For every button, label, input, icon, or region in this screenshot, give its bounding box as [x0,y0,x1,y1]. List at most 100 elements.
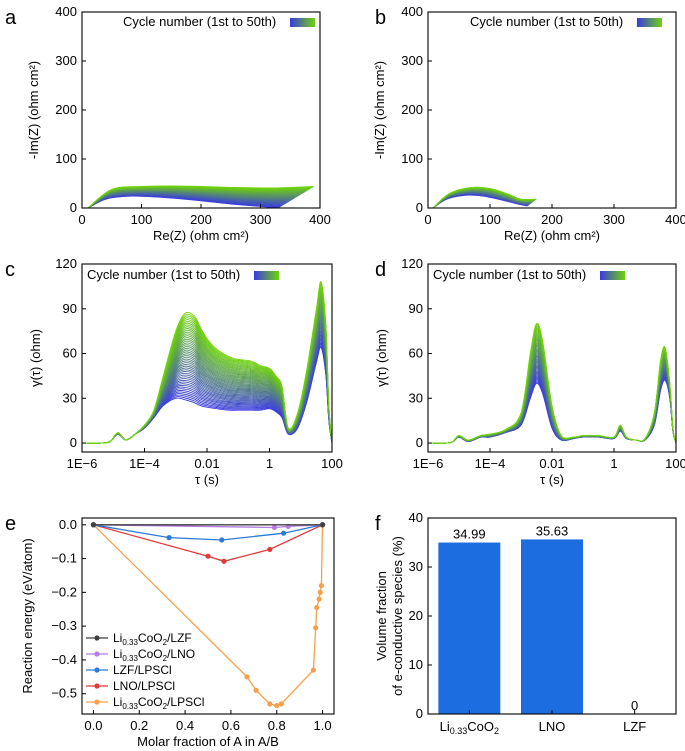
y-axis-label: -Im(Z) (ohm cm²) [26,61,41,159]
panel-label: e [5,513,16,535]
panel-label: c [5,259,15,281]
x-axis-label: Re(Z) (ohm cm²) [153,228,249,243]
legend-marker [94,667,100,673]
y-tick-label: 0 [416,435,423,450]
y-tick-label: 0 [416,706,423,721]
legend-color-bar [254,271,279,280]
y-tick-label: 90 [409,301,423,316]
series-line [427,322,677,444]
bar [438,542,501,714]
data-point [253,687,259,693]
series-line [432,186,537,209]
data-point [317,589,323,595]
legend-entry: Li0.33CoO2/LPSCl [113,695,204,711]
legend-text: Cycle number (1st to 50th) [433,267,586,282]
series-line [427,355,677,444]
x-tick-label: 1E−4 [475,456,506,471]
y-axis-label-line2: of e-conductive species (%) [390,536,405,696]
data-point [221,558,227,564]
data-point [314,604,320,611]
legend-marker [94,683,100,689]
y-tick-label: 60 [409,346,423,361]
y-tick-label: 0 [416,200,423,215]
y-tick-label: 200 [55,102,77,117]
legend-entry-part: 0.33 [122,702,138,711]
data-point [205,553,211,559]
series-line [87,185,315,209]
x-tick-label: 1 [266,456,273,471]
series-line [427,362,677,444]
y-tick-label: 90 [63,301,77,316]
panel-label: f [375,513,381,535]
series-line [427,352,677,444]
data-point [219,537,225,543]
x-tick-label: 0.4 [176,718,194,733]
series-line [427,354,677,444]
legend-entry-part: 2 [163,654,168,663]
y-axis-label: γ(τ) (ohm) [28,329,43,387]
legend-entry: LZF/LPSCl [113,663,172,677]
x-tick-label: 0 [78,212,85,227]
x-tick-label: 1 [610,456,617,471]
chart-b: b 0 100 200 300 400 0 100 200 300 400 Re(Z) (ohm cm… [372,4,685,243]
x-tick-label: 1E−6 [67,456,98,471]
bar-value-label: 0 [631,698,638,713]
legend: Li0.33CoO2/LZFLi0.33CoO2/LNOLZF/LPSClLNO… [86,631,204,711]
x-tick-label: 200 [541,212,563,227]
x-tick-label: 0 [424,212,431,227]
y-tick-label: 40 [409,510,423,525]
legend-entry-part: /LZF [167,631,192,645]
x-tick-label: 0.8 [268,718,286,733]
x-tick-label: 400 [665,212,685,227]
series-line [427,357,677,444]
legend-text: Cycle number (1st to 50th) [123,14,276,29]
x-tick-label: 0.01 [539,456,564,471]
legend-marker [94,635,100,641]
y-tick-label: 60 [63,346,77,361]
legend-entry-part: 2 [163,638,168,647]
y-tick-label: 100 [55,151,77,166]
legend-text: Cycle number (1st to 50th) [87,267,240,282]
y-tick-label: 120 [55,256,77,271]
x-tick-label-part: CoO [467,719,494,734]
x-tick-label: 0.6 [222,718,240,733]
chart-c: c 1E−6 1E−4 0.01 1 100 0 30 60 90 120 τ (s) γ(τ) (oh… [5,256,343,487]
x-tick-label: Li0.33CoO2 [440,719,499,736]
plot-frame [81,517,335,715]
series-0 [90,522,326,528]
legend-entry-part: CoO [138,647,163,661]
x-tick-label-part: Li [440,719,450,734]
panel-label: a [5,7,17,29]
y-tick-label: 0.0 [59,517,77,532]
legend-entry-part: /LNO [167,647,195,661]
y-tick-label: 30 [63,390,77,405]
legend-entry-part: Li [113,631,122,645]
series-line [81,281,333,444]
y-tick-label: 0 [70,200,77,215]
y-tick-label: 120 [401,256,423,271]
series-group [427,322,677,444]
y-tick-label: 300 [401,53,423,68]
legend-color-bar [600,271,625,280]
legend-marker [94,699,100,705]
y-tick-label: 100 [401,151,423,166]
panel-label: d [375,259,386,281]
data-point [281,530,287,536]
y-tick-label: 30 [409,559,423,574]
chart-a: a 0 100 200 300 400 0 100 200 300 400 Re(Z) (ohm cm… [5,4,331,243]
data-point [278,701,284,707]
y-tick-label: −0.2 [51,584,77,599]
x-tick-label: 100 [479,212,501,227]
legend-entry: Li0.33CoO2/LNO [113,647,195,663]
series-group [432,186,537,209]
legend-marker [94,651,100,657]
y-tick-label: 20 [409,608,423,623]
x-tick-label: LNO [539,719,566,734]
legend-entry-part: /LPSCl [167,695,204,709]
legend-entry-part: 2 [163,702,168,711]
x-tick-label: 400 [309,212,331,227]
y-axis-label: γ(τ) (ohm) [374,329,389,387]
chart-e: e 0.0 0.2 0.4 0.6 0.8 1.0 0.0 −0.1 −0.2 −0.3 −0.4 −0… [5,513,335,749]
plot-frame [427,11,677,209]
